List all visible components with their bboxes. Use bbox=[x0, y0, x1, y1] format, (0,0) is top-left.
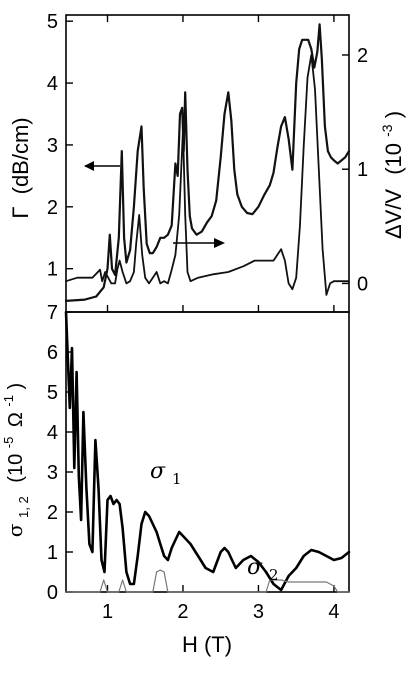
top-ylabel-unit: (dB/cm) bbox=[8, 117, 33, 194]
gamma-attenuation-line bbox=[64, 23, 351, 302]
bottom-ytick-label: 2 bbox=[47, 502, 58, 524]
bottom-ytick-label: 5 bbox=[47, 382, 58, 404]
bottom-ylabel-unit: (10 bbox=[5, 454, 27, 483]
bottom-xticks: 1 2 3 4 bbox=[102, 585, 339, 623]
top-ylabel-symbol: Γ bbox=[8, 207, 33, 219]
top-y2tick-label: 1 bbox=[357, 159, 368, 181]
top-y2label-close: ) bbox=[381, 111, 406, 118]
right-axis-arrow bbox=[173, 238, 225, 248]
top-ylabel: Γ (dB/cm) bbox=[8, 117, 33, 218]
sigma2-label-sub: 2 bbox=[269, 566, 279, 584]
top-ytick-label: 5 bbox=[47, 11, 58, 33]
sigma1-label-sub: 1 bbox=[172, 470, 182, 488]
sigma2-label-base: σ bbox=[247, 555, 263, 580]
top-panel: 1 2 3 4 5 0 1 2 Γ (dB/cm) ΔV/V (10 -3 ) bbox=[8, 11, 406, 313]
bottom-ylabel-exp2: -1 bbox=[1, 395, 16, 407]
bottom-ytick-label: 7 bbox=[47, 302, 58, 324]
top-right-yticks: 0 1 2 bbox=[342, 45, 368, 295]
top-ytick-label: 4 bbox=[47, 73, 58, 95]
bottom-ylabel-sub: 1, 2 bbox=[16, 496, 31, 518]
sigma1-line bbox=[64, 310, 351, 592]
bottom-plot-frame bbox=[65, 311, 350, 593]
top-ytick-label: 1 bbox=[47, 259, 58, 281]
top-ytick-label: 3 bbox=[47, 135, 58, 157]
sigma2-line bbox=[65, 569, 350, 593]
velocity-shift-line bbox=[65, 54, 350, 296]
bottom-xlabel: H (T) bbox=[182, 632, 232, 657]
bottom-xtick-label: 1 bbox=[102, 601, 113, 623]
top-left-yticks: 1 2 3 4 5 bbox=[47, 11, 73, 281]
bottom-ytick-label: 4 bbox=[47, 422, 58, 444]
bottom-ytick-label: 3 bbox=[47, 462, 58, 484]
top-y2tick-label: 0 bbox=[357, 273, 368, 295]
sigma1-label-base: σ bbox=[150, 459, 166, 484]
bottom-series-group bbox=[64, 310, 351, 593]
bottom-ylabel-unit2: Ω bbox=[5, 412, 27, 427]
bottom-yticks: 0 1 2 3 4 5 6 7 bbox=[47, 302, 73, 604]
bottom-ylabel: σ 1, 2 (10 -5 Ω -1 ) bbox=[0, 383, 33, 537]
sigma2-label: σ 2 bbox=[247, 555, 279, 584]
bottom-ytick-label: 6 bbox=[47, 342, 58, 364]
bottom-xtick-label: 2 bbox=[177, 601, 188, 623]
left-axis-arrow bbox=[84, 161, 120, 171]
bottom-xtick-label: 4 bbox=[328, 601, 339, 623]
bottom-xtick-label: 3 bbox=[253, 601, 264, 623]
bottom-ylabel-symbol: σ bbox=[3, 523, 27, 537]
bottom-ylabel-exp: -5 bbox=[1, 437, 16, 449]
top-y2tick-label: 2 bbox=[357, 45, 368, 67]
top-y2label-unit: (10 bbox=[381, 143, 406, 175]
sigma1-label: σ 1 bbox=[150, 459, 182, 488]
bottom-ytick-label: 1 bbox=[47, 542, 58, 564]
top-y2label: ΔV/V (10 -3 ) bbox=[372, 111, 406, 239]
top-xticks bbox=[106, 15, 335, 312]
top-y2label-exp: -3 bbox=[379, 124, 395, 137]
top-ytick-label: 2 bbox=[47, 197, 58, 219]
top-series-group bbox=[64, 23, 351, 302]
bottom-ylabel-close: ) bbox=[5, 383, 27, 390]
top-y2label-symbol: ΔV/V bbox=[381, 189, 406, 239]
bottom-ytick-label: 0 bbox=[47, 582, 58, 604]
